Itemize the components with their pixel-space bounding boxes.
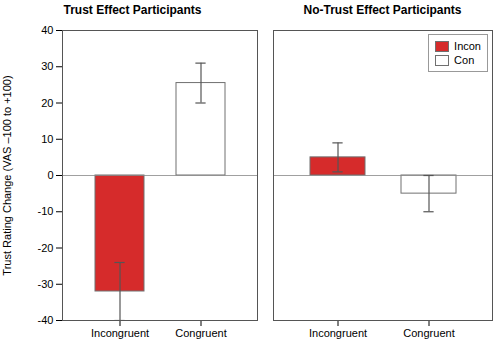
svg-text:Incongruent: Incongruent xyxy=(91,327,149,339)
svg-text:Congruent: Congruent xyxy=(175,327,226,339)
svg-text:Trust Rating Change (VAS –100: Trust Rating Change (VAS –100 to +100) xyxy=(1,75,13,275)
svg-text:Congruent: Congruent xyxy=(403,327,454,339)
html-text:No-Trust Effect Participants: No-Trust Effect Participants xyxy=(303,3,462,17)
svg-text:10: 10 xyxy=(41,133,53,145)
html-text:Incon: Incon xyxy=(454,40,481,52)
html-text:Trust Effect Participants: Trust Effect Participants xyxy=(63,3,202,17)
svg-text:30: 30 xyxy=(41,60,53,72)
svg-text:40: 40 xyxy=(41,24,53,36)
svg-text:-10: -10 xyxy=(38,205,54,217)
svg-text:Incongruent: Incongruent xyxy=(309,327,367,339)
html-text:Con: Con xyxy=(454,54,475,66)
svg-text:20: 20 xyxy=(41,97,53,109)
svg-text:-20: -20 xyxy=(38,242,54,254)
svg-text:-30: -30 xyxy=(38,278,54,290)
svg-text:0: 0 xyxy=(47,169,53,181)
svg-text:-40: -40 xyxy=(38,314,54,326)
